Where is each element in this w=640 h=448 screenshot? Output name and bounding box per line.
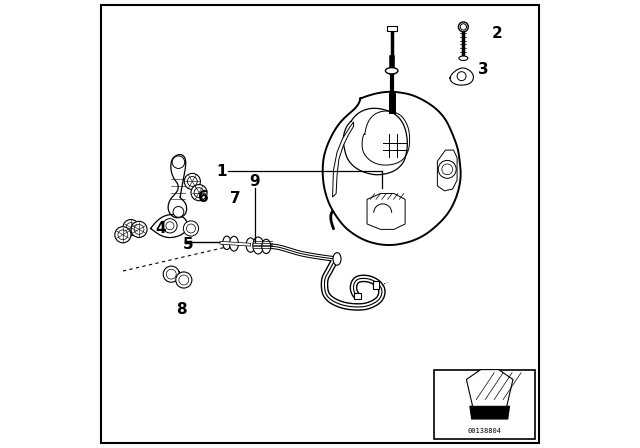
Ellipse shape: [262, 239, 271, 254]
Bar: [373, 281, 379, 289]
Circle shape: [118, 230, 128, 240]
Circle shape: [123, 220, 139, 236]
Ellipse shape: [458, 22, 468, 32]
Text: 7: 7: [230, 190, 240, 206]
Bar: [353, 293, 361, 299]
Polygon shape: [437, 150, 457, 191]
Bar: [435, 370, 535, 439]
Circle shape: [457, 72, 466, 81]
Circle shape: [438, 160, 456, 178]
Circle shape: [131, 221, 147, 237]
Text: 1: 1: [216, 164, 227, 179]
Ellipse shape: [333, 253, 341, 265]
Ellipse shape: [459, 56, 468, 60]
Circle shape: [166, 269, 176, 279]
Circle shape: [115, 227, 131, 243]
Circle shape: [134, 224, 144, 234]
Circle shape: [126, 223, 136, 233]
Circle shape: [163, 219, 177, 233]
Circle shape: [163, 266, 179, 282]
Circle shape: [191, 185, 207, 201]
Text: 2: 2: [492, 26, 502, 41]
Text: 8: 8: [176, 302, 186, 317]
Circle shape: [172, 156, 185, 168]
Circle shape: [166, 222, 174, 230]
Text: 6: 6: [198, 190, 209, 205]
Text: 00138804: 00138804: [468, 428, 502, 434]
Text: 4: 4: [156, 221, 166, 236]
Polygon shape: [333, 122, 353, 197]
Polygon shape: [470, 406, 509, 419]
Circle shape: [188, 177, 197, 186]
Circle shape: [194, 188, 204, 198]
Ellipse shape: [230, 237, 239, 251]
Ellipse shape: [223, 236, 231, 250]
Ellipse shape: [460, 24, 467, 30]
Text: 3: 3: [478, 62, 489, 77]
Circle shape: [183, 221, 198, 236]
Circle shape: [442, 164, 452, 175]
Ellipse shape: [385, 68, 398, 74]
Circle shape: [176, 272, 192, 288]
Ellipse shape: [253, 237, 264, 254]
Circle shape: [184, 173, 200, 190]
Polygon shape: [467, 370, 513, 406]
Bar: [387, 26, 397, 31]
Text: 5: 5: [182, 237, 193, 252]
Circle shape: [186, 224, 195, 233]
Circle shape: [173, 207, 184, 217]
Circle shape: [179, 275, 189, 285]
Text: 9: 9: [250, 174, 260, 189]
Ellipse shape: [246, 238, 255, 252]
Polygon shape: [367, 194, 405, 229]
